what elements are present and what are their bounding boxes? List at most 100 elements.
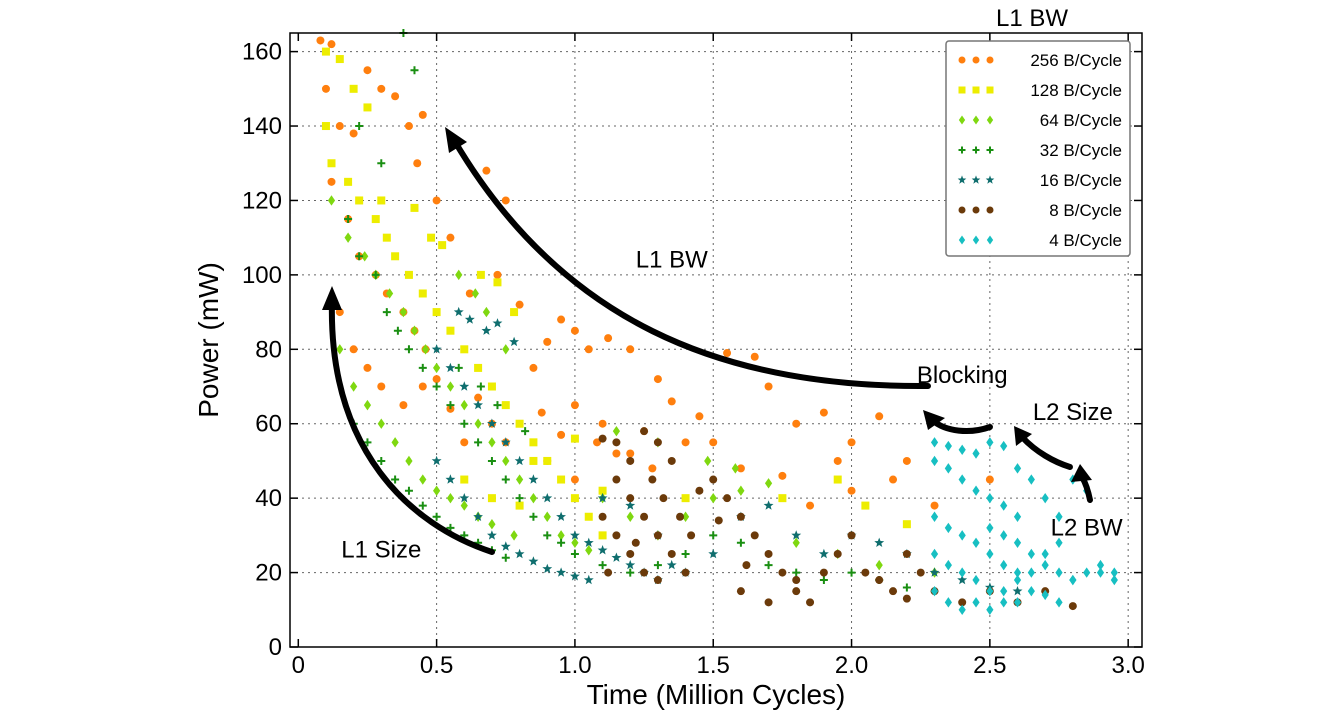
data-point bbox=[515, 474, 524, 485]
data-point bbox=[514, 455, 525, 466]
data-point bbox=[445, 362, 456, 373]
data-point bbox=[1041, 548, 1049, 560]
annotation-l1-bw: L1 BW bbox=[636, 246, 708, 273]
data-point bbox=[1000, 530, 1008, 541]
data-point bbox=[487, 382, 496, 391]
data-point bbox=[640, 568, 649, 577]
data-point bbox=[316, 36, 325, 45]
data-point bbox=[676, 512, 685, 521]
data-point bbox=[1041, 559, 1049, 571]
data-point bbox=[986, 548, 994, 560]
data-point bbox=[640, 512, 649, 521]
data-point bbox=[957, 574, 968, 585]
data-point bbox=[418, 110, 427, 119]
data-points bbox=[316, 29, 1118, 615]
data-point bbox=[764, 598, 773, 607]
data-point bbox=[930, 437, 939, 448]
data-point bbox=[723, 494, 732, 503]
x-tick-label: 3.0 bbox=[1111, 652, 1144, 679]
arrow-l2-bw-head bbox=[1071, 464, 1092, 482]
x-tick-label: 0 bbox=[292, 652, 305, 679]
data-point bbox=[570, 571, 580, 581]
data-point bbox=[421, 344, 430, 355]
data-point bbox=[515, 300, 524, 309]
data-point bbox=[597, 493, 608, 503]
annotation-l1-size: L1 Size bbox=[341, 537, 421, 564]
data-point bbox=[418, 289, 427, 298]
data-point bbox=[391, 252, 400, 261]
data-point bbox=[764, 478, 773, 489]
data-point bbox=[681, 511, 690, 522]
legend-marker bbox=[958, 235, 966, 245]
annotation-blocking: Blocking bbox=[917, 362, 1008, 389]
data-point bbox=[371, 215, 380, 224]
data-point bbox=[377, 196, 386, 205]
data-point bbox=[1013, 574, 1022, 586]
data-point bbox=[681, 438, 690, 447]
legend-marker bbox=[958, 146, 966, 154]
y-axis-label: Power (mW) bbox=[193, 262, 224, 418]
data-point bbox=[460, 475, 469, 484]
data-point bbox=[570, 530, 580, 540]
data-point bbox=[501, 196, 510, 205]
data-point bbox=[958, 530, 966, 541]
annotation-l2-bw: L2 BW bbox=[1051, 514, 1123, 541]
data-point bbox=[410, 66, 419, 75]
legend-label: 128 B/Cycle bbox=[1030, 81, 1122, 100]
y-tick-label: 20 bbox=[255, 560, 282, 587]
data-point bbox=[515, 419, 524, 428]
data-point bbox=[764, 561, 773, 570]
plot-frame bbox=[289, 32, 1143, 648]
data-point bbox=[944, 559, 952, 571]
data-point bbox=[487, 456, 496, 465]
data-point bbox=[410, 203, 419, 212]
data-point bbox=[763, 500, 774, 510]
data-point bbox=[487, 530, 497, 540]
data-point bbox=[460, 399, 468, 411]
data-point bbox=[488, 519, 496, 530]
data-point bbox=[889, 475, 898, 484]
data-point bbox=[902, 594, 911, 603]
data-point bbox=[557, 538, 566, 547]
legend-marker bbox=[986, 115, 994, 125]
data-point bbox=[556, 567, 566, 577]
data-point bbox=[818, 548, 829, 559]
data-point bbox=[1013, 567, 1022, 578]
data-point bbox=[1110, 574, 1118, 586]
data-point bbox=[432, 382, 441, 391]
legend-marker bbox=[985, 175, 995, 184]
data-point bbox=[792, 419, 801, 428]
data-point bbox=[902, 583, 911, 592]
data-point bbox=[930, 548, 939, 560]
data-point bbox=[653, 576, 662, 585]
data-point bbox=[404, 345, 413, 354]
data-point bbox=[1041, 492, 1049, 504]
y-tick-label: 100 bbox=[242, 262, 282, 289]
data-point bbox=[944, 597, 952, 608]
data-point bbox=[944, 522, 952, 534]
data-point bbox=[361, 251, 369, 262]
y-tick-label: 40 bbox=[255, 485, 282, 512]
data-point bbox=[778, 494, 787, 503]
data-point bbox=[709, 492, 717, 504]
data-point bbox=[625, 500, 636, 510]
data-point bbox=[958, 444, 966, 455]
series-8-b-cycle bbox=[598, 427, 1077, 611]
data-point bbox=[488, 437, 496, 448]
data-point bbox=[433, 362, 441, 374]
data-point bbox=[667, 456, 676, 465]
data-point bbox=[321, 122, 330, 131]
legend-label: 16 B/Cycle bbox=[1040, 171, 1122, 190]
data-point bbox=[377, 84, 386, 93]
arrow-l2-size bbox=[1019, 434, 1073, 470]
data-point bbox=[1041, 589, 1049, 601]
data-point bbox=[391, 437, 399, 448]
data-point bbox=[371, 270, 380, 279]
legend: L1 BW 256 B/Cycle 128 B/Cycle 64 B/Cycle 32… bbox=[945, 5, 1131, 257]
legend-item-64-b-cycle: 64 B/Cycle bbox=[958, 111, 1122, 130]
data-point bbox=[363, 438, 372, 447]
legend-marker bbox=[958, 115, 966, 125]
data-point bbox=[1055, 537, 1063, 549]
data-point bbox=[598, 531, 607, 540]
data-point bbox=[454, 363, 463, 372]
